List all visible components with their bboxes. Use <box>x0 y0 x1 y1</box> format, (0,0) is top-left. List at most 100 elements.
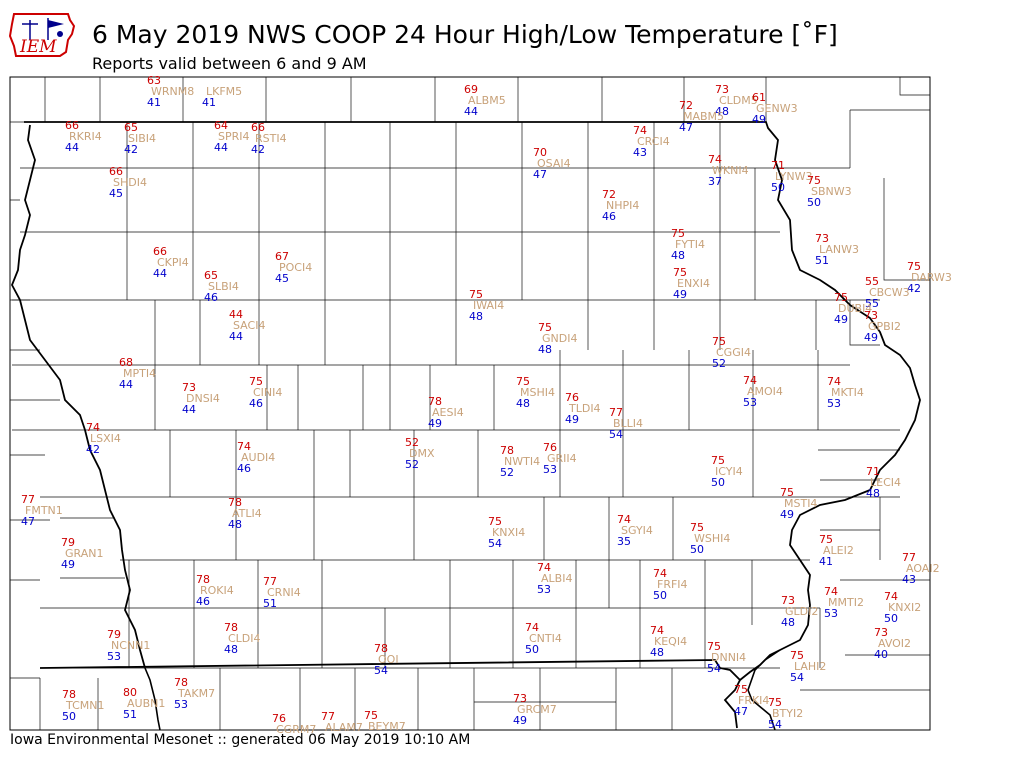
station-id: MKTI4 <box>831 386 864 399</box>
station-high-temp: 78 <box>62 688 76 701</box>
station-high-temp: 80 <box>123 686 137 699</box>
river-line <box>144 649 781 731</box>
station-low-temp: 35 <box>617 535 631 548</box>
station-high-temp: 70 <box>533 146 547 159</box>
station-low-temp: 51 <box>123 708 137 721</box>
station-high-temp: 79 <box>61 536 75 549</box>
station-id: KEQI4 <box>654 635 687 648</box>
station-high-temp: 73 <box>715 83 729 96</box>
station-low-temp: 52 <box>500 466 514 479</box>
station-high-temp: 75 <box>364 709 378 722</box>
station-high-temp: 78 <box>224 621 238 634</box>
station-high-temp: 77 <box>321 710 335 723</box>
station-low-temp: 49 <box>673 288 687 301</box>
station-id: ATLI4 <box>232 507 262 520</box>
station-high-temp: 63 <box>147 74 161 87</box>
station-id: CKPI4 <box>157 256 189 269</box>
station-high-temp: 55 <box>865 275 879 288</box>
station-high-temp: 74 <box>633 124 647 137</box>
station-high-temp: 75 <box>780 486 794 499</box>
station-low-temp: 53 <box>174 698 188 711</box>
map-subtitle: Reports valid between 6 and 9 AM <box>92 54 367 73</box>
station-high-temp: 73 <box>781 594 795 607</box>
station-id: DNNI4 <box>711 651 746 664</box>
station-id: ALAM7 <box>325 721 363 734</box>
station-low-temp: 53 <box>827 397 841 410</box>
station-high-temp: 78 <box>174 676 188 689</box>
station-low-temp: 37 <box>708 175 722 188</box>
station-high-temp: 75 <box>671 227 685 240</box>
station-high-temp: 73 <box>182 381 196 394</box>
station-id: ALBI4 <box>541 572 572 585</box>
station-low-temp: 53 <box>824 607 838 620</box>
station-low-temp: 45 <box>275 272 289 285</box>
station-high-temp: 74 <box>525 621 539 634</box>
station-id: CRNI4 <box>267 586 301 599</box>
station-low-temp: 53 <box>107 650 121 663</box>
station-id: ALBM5 <box>468 94 506 107</box>
station-low-temp: 52 <box>712 357 726 370</box>
station-id: FMTN1 <box>25 504 63 517</box>
station-id: DMX <box>409 447 435 460</box>
station-low-temp: 48 <box>781 616 795 629</box>
station-low-temp: 51 <box>815 254 829 267</box>
station-id: LECI4 <box>870 476 901 489</box>
station-low-temp: 44 <box>65 141 79 154</box>
station-low-temp: 44 <box>214 141 228 154</box>
station-id: AMOI4 <box>747 385 783 398</box>
map-title: 6 May 2019 NWS COOP 24 Hour High/Low Tem… <box>92 20 838 49</box>
station-low-temp: 47 <box>679 121 693 134</box>
station-id: ICYI4 <box>715 465 743 478</box>
station-low-temp: 40 <box>874 648 888 661</box>
station-id: SPRI4 <box>218 130 250 143</box>
station-id: MMTI2 <box>828 596 864 609</box>
station-low-temp: 49 <box>565 413 579 426</box>
station-low-temp: 46 <box>196 595 210 608</box>
station-high-temp: 74 <box>237 440 251 453</box>
station-low-temp: 44 <box>182 403 196 416</box>
station-low-temp: 48 <box>715 105 729 118</box>
station-low-temp: 49 <box>61 558 75 571</box>
station-high-temp: 66 <box>65 119 79 132</box>
station-high-temp: 74 <box>653 567 667 580</box>
station-id: CINI4 <box>253 386 282 399</box>
station-id: CNTI4 <box>529 632 562 645</box>
station-low-temp: 43 <box>902 573 916 586</box>
station-id: NHPI4 <box>606 199 639 212</box>
station-id: LANW3 <box>819 243 859 256</box>
station-id: SLBI4 <box>208 280 239 293</box>
station-high-temp: 74 <box>884 590 898 603</box>
station-id: FRFI4 <box>657 578 688 591</box>
station-high-temp: 77 <box>609 406 623 419</box>
station-id: ENXI4 <box>677 277 710 290</box>
station-low-temp: 50 <box>690 543 704 556</box>
station-high-temp: 71 <box>866 465 880 478</box>
station-high-temp: 74 <box>708 153 722 166</box>
station-high-temp: 75 <box>707 640 721 653</box>
station-high-temp: 75 <box>790 649 804 662</box>
station-low-temp: 49 <box>513 714 527 727</box>
